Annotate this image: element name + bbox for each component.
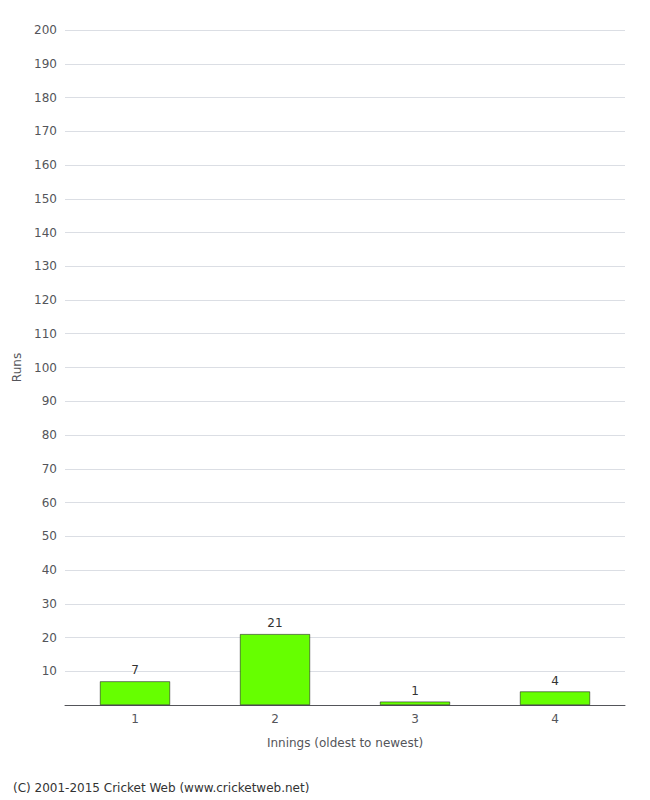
svg-text:1: 1 <box>411 684 419 698</box>
svg-text:4: 4 <box>551 674 559 688</box>
svg-text:130: 130 <box>34 259 57 273</box>
svg-text:70: 70 <box>42 462 57 476</box>
svg-text:7: 7 <box>131 663 139 677</box>
svg-text:40: 40 <box>42 563 57 577</box>
svg-text:30: 30 <box>42 597 57 611</box>
svg-text:60: 60 <box>42 496 57 510</box>
svg-text:170: 170 <box>34 124 57 138</box>
svg-text:2: 2 <box>271 712 279 726</box>
svg-text:1: 1 <box>131 712 139 726</box>
svg-text:4: 4 <box>551 712 559 726</box>
svg-text:110: 110 <box>34 327 57 341</box>
svg-text:50: 50 <box>42 529 57 543</box>
svg-text:Runs: Runs <box>10 353 24 382</box>
svg-text:180: 180 <box>34 91 57 105</box>
svg-text:200: 200 <box>34 23 57 37</box>
svg-text:160: 160 <box>34 158 57 172</box>
svg-text:(C) 2001-2015 Cricket Web (www: (C) 2001-2015 Cricket Web (www.cricketwe… <box>13 781 309 795</box>
svg-text:20: 20 <box>42 631 57 645</box>
svg-text:100: 100 <box>34 361 57 375</box>
svg-text:Innings (oldest to newest): Innings (oldest to newest) <box>267 736 423 750</box>
svg-text:120: 120 <box>34 293 57 307</box>
svg-text:90: 90 <box>42 394 57 408</box>
svg-text:3: 3 <box>411 712 419 726</box>
svg-text:21: 21 <box>267 616 282 630</box>
svg-text:150: 150 <box>34 192 57 206</box>
svg-text:80: 80 <box>42 428 57 442</box>
svg-text:190: 190 <box>34 57 57 71</box>
svg-text:10: 10 <box>42 664 57 678</box>
svg-text:140: 140 <box>34 226 57 240</box>
